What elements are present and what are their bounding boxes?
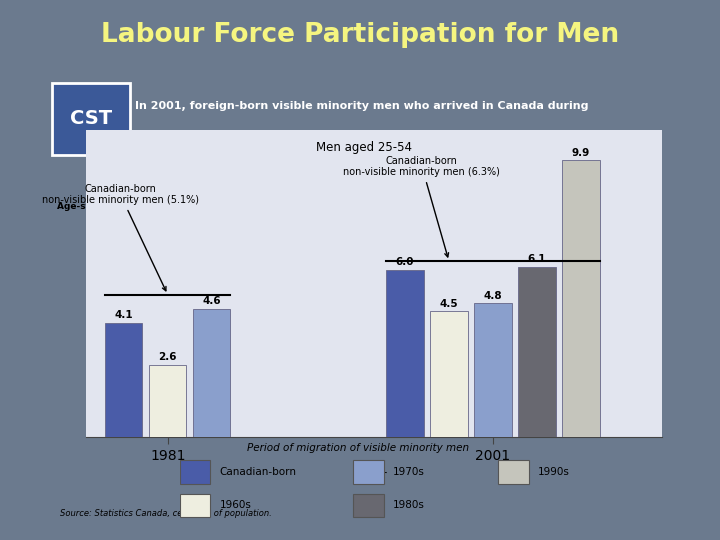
Text: CST: CST [70, 110, 112, 129]
Bar [386, 269, 423, 437]
Bar [562, 160, 600, 437]
Text: 4.6: 4.6 [202, 296, 221, 306]
Text: 1980s: 1980s [393, 501, 425, 510]
Bar [180, 460, 210, 484]
Text: 1960s: 1960s [220, 501, 252, 510]
Text: Canadian-born: Canadian-born [220, 467, 297, 477]
Text: 4.8: 4.8 [484, 291, 503, 301]
Bar [193, 309, 230, 437]
Text: Canadian-born
non-visible minority men (6.3%): Canadian-born non-visible minority men (… [343, 156, 500, 257]
Text: 1990s: 1990s [538, 467, 570, 477]
X-axis label: Year: Year [361, 469, 387, 482]
Bar [149, 364, 186, 437]
FancyBboxPatch shape [52, 83, 130, 155]
Text: Canadian-born
non-visible minority men (5.1%): Canadian-born non-visible minority men (… [42, 184, 199, 291]
Text: Age-standardized unemployment rate (%): Age-standardized unemployment rate (%) [57, 202, 271, 211]
Bar [180, 494, 210, 517]
Text: Source: Statistics Canada, censuses of population.: Source: Statistics Canada, censuses of p… [60, 509, 271, 518]
Bar [105, 323, 143, 437]
Text: 4.5: 4.5 [440, 299, 458, 309]
Text: 4.1: 4.1 [114, 310, 133, 320]
Bar [431, 312, 467, 437]
Text: Period of migration of visible minority men: Period of migration of visible minority … [247, 443, 469, 453]
Text: In 2001, foreign-born visible minority men who arrived in Canada during: In 2001, foreign-born visible minority m… [135, 102, 588, 111]
Text: 6.0: 6.0 [396, 257, 414, 267]
Bar [353, 460, 384, 484]
Text: the 1990s had higher unemployment rates than non-visible minority men: the 1990s had higher unemployment rates … [135, 132, 594, 143]
Text: Men aged 25-54: Men aged 25-54 [316, 141, 413, 154]
Text: 9.9: 9.9 [572, 148, 590, 158]
Text: Labour Force Participation for Men: Labour Force Participation for Men [101, 22, 619, 48]
Text: 6.1: 6.1 [528, 254, 546, 265]
Bar [474, 303, 512, 437]
Text: 1970s: 1970s [393, 467, 425, 477]
Bar [498, 460, 528, 484]
Bar [518, 267, 556, 437]
Bar [353, 494, 384, 517]
Text: 2.6: 2.6 [158, 353, 177, 362]
